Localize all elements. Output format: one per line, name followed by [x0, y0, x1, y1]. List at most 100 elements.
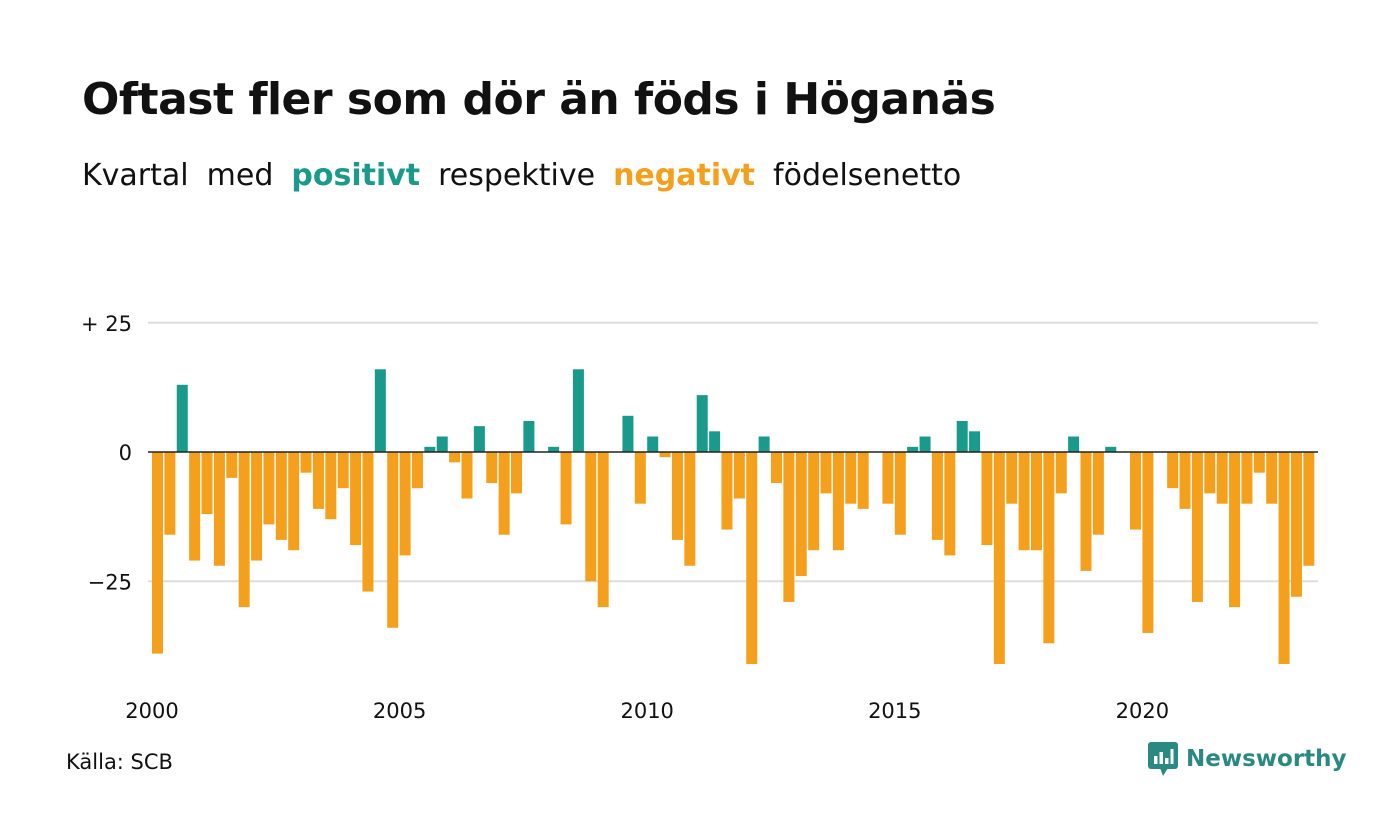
- bar-negative: [362, 452, 374, 592]
- x-tick-label: 2005: [373, 699, 426, 723]
- bar-negative: [659, 452, 671, 458]
- brand-name: Newsworthy: [1186, 746, 1347, 772]
- bar-negative: [981, 452, 993, 546]
- bar-negative: [1006, 452, 1018, 504]
- bar-negative: [634, 452, 646, 504]
- y-tick-label: 0: [119, 441, 132, 465]
- newsworthy-brand[interactable]: Newsworthy: [1148, 742, 1347, 776]
- x-tick-label: 2020: [1116, 699, 1169, 723]
- bar-negative: [1080, 452, 1092, 571]
- bar-positive: [919, 436, 931, 452]
- bar-negative: [387, 452, 399, 628]
- bar-positive: [1068, 436, 1080, 452]
- bar-negative: [337, 452, 349, 489]
- bar-negative: [684, 452, 696, 566]
- bar-negative: [560, 452, 572, 525]
- bar-positive: [622, 415, 634, 452]
- bar-negative: [511, 452, 523, 494]
- bar-negative: [820, 452, 832, 494]
- bar-negative: [1142, 452, 1154, 633]
- bar-positive: [424, 446, 436, 452]
- bar-positive: [956, 420, 968, 452]
- bar-negative: [1303, 452, 1315, 566]
- bar-negative: [226, 452, 238, 478]
- bar-negative: [597, 452, 609, 608]
- chart-subtitle: Kvartal med positivt respektive negativt föde…: [82, 158, 979, 193]
- bar-negative: [1266, 452, 1278, 504]
- bar-positive: [473, 426, 485, 452]
- y-tick-label: −25: [88, 570, 132, 594]
- bar-negative: [993, 452, 1005, 664]
- subtitle-negative-label: negativt: [613, 158, 756, 193]
- bar-positive: [969, 431, 981, 452]
- bar-negative: [882, 452, 894, 504]
- bar-negative: [213, 452, 225, 566]
- bar-negative: [931, 452, 943, 540]
- bar-negative: [894, 452, 906, 535]
- bar-negative: [746, 452, 758, 664]
- bar-negative: [1241, 452, 1253, 504]
- bar-negative: [733, 452, 745, 499]
- bar-negative: [671, 452, 683, 540]
- bar-negative: [1216, 452, 1228, 504]
- x-tick-label: 2000: [125, 699, 178, 723]
- bar-negative: [1253, 452, 1265, 473]
- bar-positive: [647, 436, 659, 452]
- bar-negative: [1043, 452, 1055, 644]
- bar-positive: [1105, 446, 1117, 452]
- bar-negative: [585, 452, 597, 582]
- bar-positive: [572, 369, 584, 452]
- bar-negative: [808, 452, 820, 551]
- newsworthy-logo-icon: [1148, 742, 1178, 776]
- bar-negative: [251, 452, 263, 561]
- subtitle-word-respectively: respektive: [438, 158, 596, 193]
- bar-positive: [548, 446, 560, 452]
- bar-negative: [1130, 452, 1142, 530]
- bar-negative: [1191, 452, 1203, 602]
- bar-negative: [783, 452, 795, 602]
- bar-positive: [523, 420, 535, 452]
- subtitle-word-with: med: [206, 158, 274, 193]
- bar-negative: [1290, 452, 1302, 597]
- bar-negative: [795, 452, 807, 577]
- bar-negative: [312, 452, 324, 509]
- bar-negative: [721, 452, 733, 530]
- bar-negative: [1018, 452, 1030, 551]
- bar-negative: [288, 452, 300, 551]
- chart-title: Oftast fler som dör än föds i Höganäs: [82, 74, 996, 125]
- bar-negative: [1179, 452, 1191, 509]
- bar-negative: [399, 452, 411, 556]
- bar-negative: [201, 452, 213, 515]
- bar-negative: [771, 452, 782, 484]
- bar-positive: [907, 446, 919, 452]
- bar-negative: [411, 452, 423, 489]
- bar-negative: [498, 452, 510, 535]
- bar-negative: [238, 452, 250, 608]
- bar-negative: [1030, 452, 1042, 551]
- bar-negative: [1167, 452, 1179, 489]
- bar-negative: [325, 452, 337, 520]
- x-tick-label: 2010: [620, 699, 673, 723]
- bar-negative: [832, 452, 844, 551]
- bar-negative: [300, 452, 312, 473]
- y-axis-ticks: + 25 0 −25: [81, 312, 132, 595]
- bar-negative: [1204, 452, 1216, 494]
- bar-negative: [845, 452, 857, 504]
- bar-positive: [709, 431, 721, 452]
- bar-positive: [758, 436, 770, 452]
- bar-negative: [1092, 452, 1104, 535]
- bar-negative: [275, 452, 287, 540]
- bar-negative: [1055, 452, 1067, 494]
- bar-positive: [436, 436, 448, 452]
- bars: [152, 369, 1315, 664]
- bar-negative: [189, 452, 201, 561]
- bar-negative: [1229, 452, 1241, 608]
- x-tick-label: 2015: [868, 699, 921, 723]
- grid-lines: [148, 321, 1318, 583]
- bar-positive: [696, 395, 708, 452]
- bar-negative: [263, 452, 275, 525]
- bar-negative: [350, 452, 362, 546]
- x-axis-ticks: 2000 2005 2010 2015 2020: [125, 699, 1169, 723]
- bar-negative: [152, 452, 163, 654]
